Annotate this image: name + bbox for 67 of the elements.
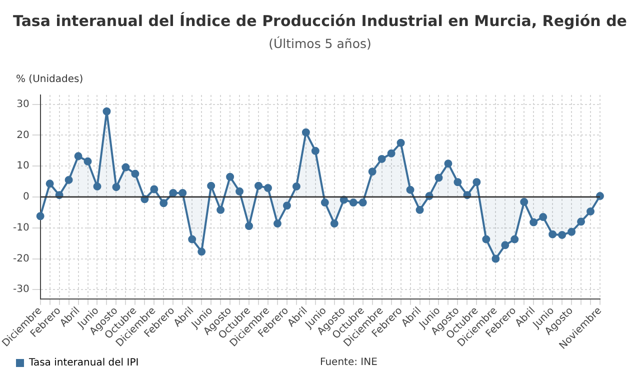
point (586, 207, 595, 216)
y-tick-label: -30 (12, 284, 30, 296)
point (596, 192, 604, 200)
point (530, 218, 538, 226)
point (577, 218, 586, 226)
y-tick-label: -10 (12, 222, 30, 234)
point (416, 206, 424, 214)
y-tick-label: 10 (16, 160, 30, 172)
point (216, 206, 225, 214)
point (254, 182, 263, 190)
y-axis-title: % (Unidades) (16, 74, 84, 85)
point (548, 230, 557, 238)
point (311, 146, 320, 155)
point (368, 168, 376, 176)
point (434, 174, 443, 182)
point (273, 220, 282, 228)
point (492, 254, 500, 263)
chart-subtitle: (Últimos 5 años) (268, 36, 372, 51)
source-note: Fuente: INE (320, 357, 378, 368)
point (93, 182, 102, 190)
y-tick-label: -20 (12, 253, 30, 264)
point (558, 230, 566, 239)
point (36, 212, 44, 220)
point (198, 248, 206, 256)
point (207, 182, 216, 190)
point (358, 198, 367, 207)
y-tick-label: 30 (16, 98, 30, 110)
point (264, 184, 272, 192)
point (387, 149, 396, 158)
point (178, 188, 187, 197)
point (539, 213, 548, 222)
point (472, 178, 481, 186)
point (102, 107, 111, 116)
point (510, 235, 519, 244)
point (160, 199, 168, 208)
point (112, 183, 120, 192)
chart-title: Tasa interanual del Índice de Producción Industrial en Murcia, Región de (12, 12, 628, 30)
point (131, 170, 140, 178)
point (396, 138, 405, 147)
point (406, 186, 414, 194)
point (320, 198, 329, 207)
point (444, 160, 452, 168)
y-tick-label: 20 (16, 130, 30, 141)
point (349, 198, 358, 207)
point (482, 235, 490, 244)
point (330, 220, 338, 228)
point (169, 188, 178, 197)
point (74, 152, 82, 160)
point (302, 128, 310, 136)
point (501, 241, 510, 250)
point (245, 222, 254, 230)
y-tick-label: 0 (22, 192, 30, 203)
point (188, 235, 196, 244)
point (378, 154, 386, 163)
point (568, 228, 576, 236)
point (64, 176, 73, 184)
point (84, 157, 92, 166)
point (46, 180, 54, 188)
point (122, 163, 130, 172)
point (226, 172, 234, 181)
point (236, 187, 244, 196)
point (150, 185, 158, 194)
point (292, 182, 300, 190)
point (454, 178, 462, 186)
legend-label: Tasa interanual del IPI (28, 358, 139, 369)
point (520, 198, 528, 206)
point (282, 202, 291, 210)
